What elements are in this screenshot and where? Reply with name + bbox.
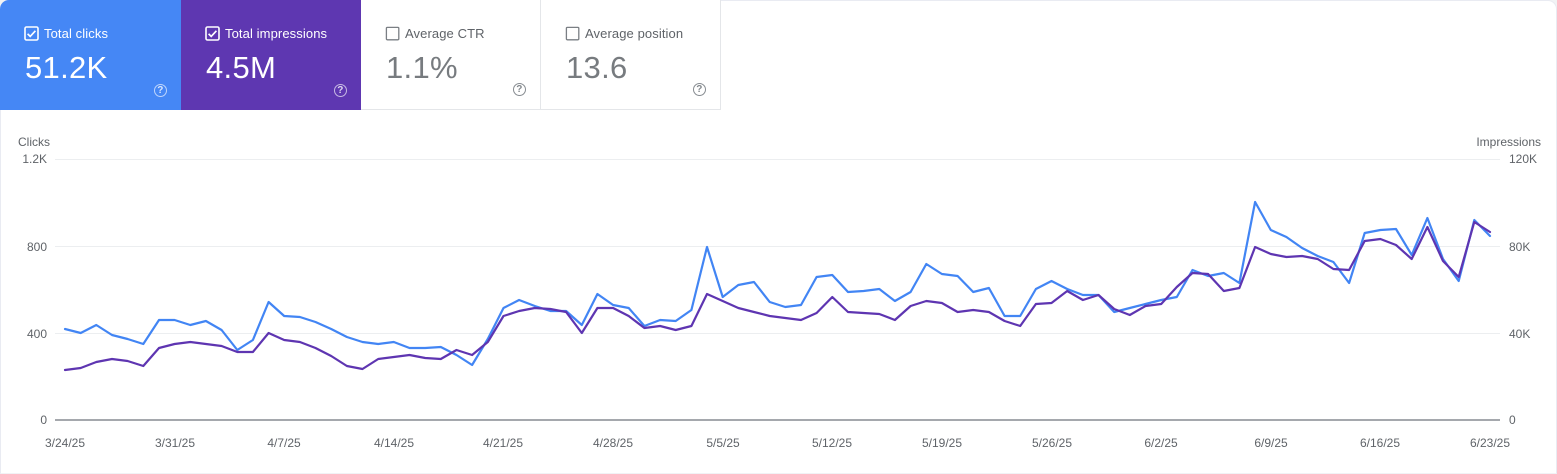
svg-text:0: 0 [40,413,47,427]
svg-text:6/16/25: 6/16/25 [1360,436,1400,450]
svg-text:4/21/25: 4/21/25 [483,436,523,450]
svg-text:3/31/25: 3/31/25 [155,436,195,450]
svg-text:5/5/25: 5/5/25 [706,436,740,450]
svg-text:0: 0 [1509,413,1516,427]
svg-text:40K: 40K [1509,327,1530,341]
svg-text:6/2/25: 6/2/25 [1144,436,1178,450]
svg-text:5/12/25: 5/12/25 [812,436,852,450]
svg-text:6/23/25: 6/23/25 [1470,436,1510,450]
svg-text:5/19/25: 5/19/25 [922,436,962,450]
svg-text:5/26/25: 5/26/25 [1032,436,1072,450]
svg-text:800: 800 [27,240,47,254]
svg-text:4/28/25: 4/28/25 [593,436,633,450]
svg-text:Clicks: Clicks [18,135,50,149]
svg-text:Impressions: Impressions [1476,135,1541,149]
svg-text:4/7/25: 4/7/25 [267,436,301,450]
svg-text:4/14/25: 4/14/25 [374,436,414,450]
svg-text:1.2K: 1.2K [22,152,47,166]
svg-text:3/24/25: 3/24/25 [45,436,85,450]
svg-text:120K: 120K [1509,152,1537,166]
svg-text:6/9/25: 6/9/25 [1254,436,1288,450]
svg-text:400: 400 [27,327,47,341]
svg-text:80K: 80K [1509,240,1530,254]
